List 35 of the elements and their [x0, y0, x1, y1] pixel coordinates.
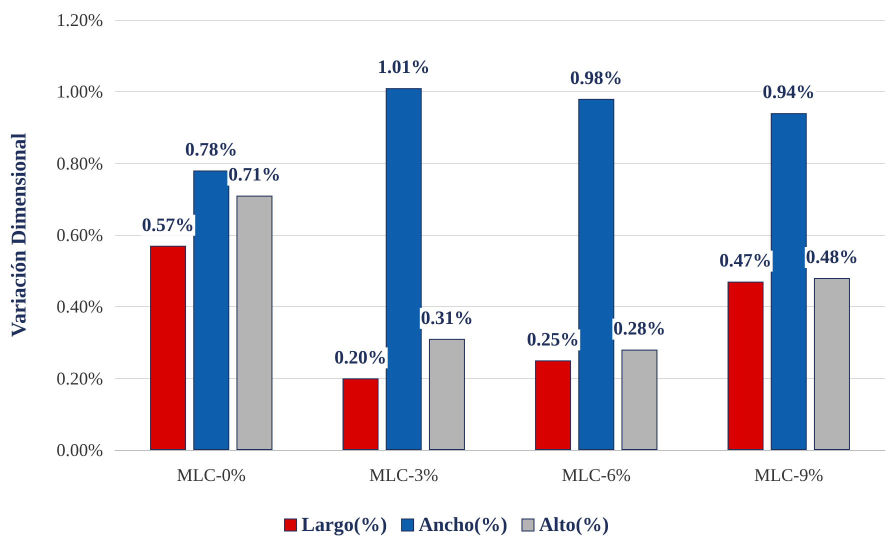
data-label: 0.25%	[526, 329, 580, 350]
y-tick-label: 1.20%	[56, 10, 103, 30]
legend-label: Alto(%)	[538, 514, 609, 536]
data-label: 0.48%	[806, 247, 858, 268]
x-tick-label: MLC-6%	[562, 465, 631, 485]
x-tick-label: MLC-0%	[176, 465, 246, 485]
y-tick-label: 1.00%	[56, 82, 103, 102]
data-label: 0.57%	[142, 214, 194, 236]
legend-label: Ancho(%)	[418, 514, 508, 536]
y-tick-label: 0.20%	[56, 368, 103, 388]
x-tick-label: MLC-9%	[754, 465, 824, 485]
bar	[728, 282, 764, 450]
bar	[193, 170, 230, 450]
data-label: 1.01%	[378, 57, 430, 78]
data-label: 0.71%	[228, 164, 281, 186]
y-tick-label: 0.60%	[56, 225, 103, 245]
legend-label: Largo(%)	[302, 514, 388, 536]
bar	[770, 113, 807, 450]
y-tick-label: 0.00%	[56, 440, 103, 460]
data-label: 0.78%	[185, 140, 238, 160]
bar	[386, 88, 422, 450]
bar	[578, 98, 614, 450]
x-tick-label: MLC-3%	[369, 465, 438, 485]
data-label: 0.20%	[334, 347, 387, 368]
data-label: 0.94%	[762, 82, 815, 104]
bar	[150, 246, 186, 450]
bar	[342, 378, 379, 450]
data-label: 0.28%	[613, 318, 666, 340]
data-label: 0.31%	[420, 308, 474, 329]
y-axis-title: Variación Dimensional	[6, 132, 30, 337]
data-label: 0.98%	[570, 68, 622, 89]
data-label: 0.47%	[719, 250, 772, 272]
bar	[535, 360, 572, 450]
y-tick-label: 0.40%	[56, 296, 103, 317]
y-tick-label: 0.80%	[56, 153, 103, 174]
